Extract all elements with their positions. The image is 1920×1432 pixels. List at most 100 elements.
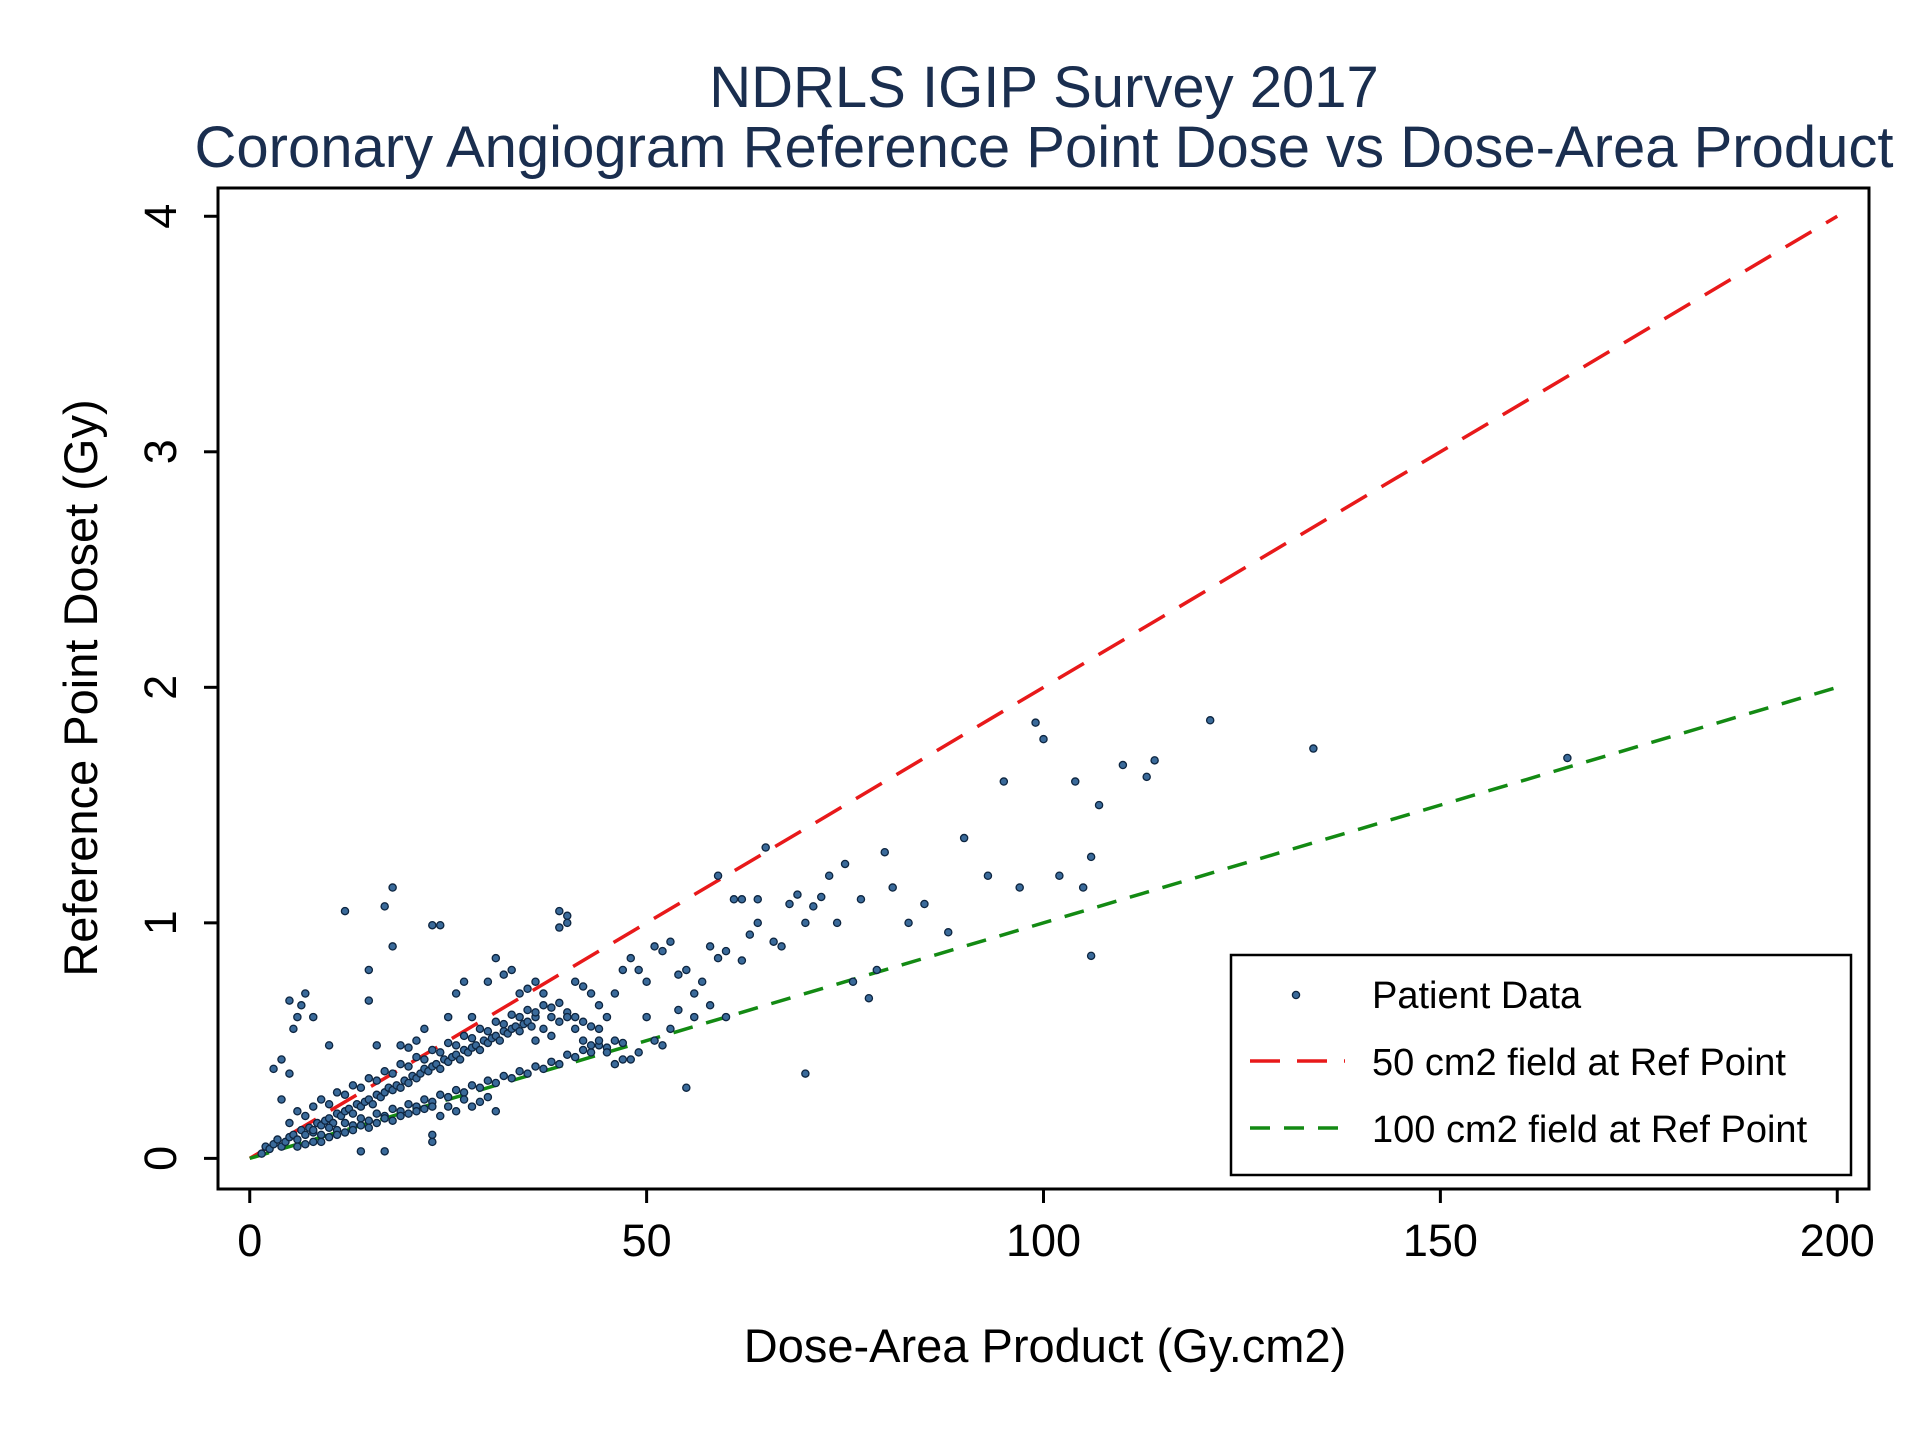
y-tick-label: 4 (135, 204, 186, 229)
data-point (340, 1090, 350, 1100)
data-point (570, 1012, 580, 1022)
data-point (285, 1118, 294, 1128)
data-point (404, 1043, 413, 1052)
data-point (499, 1071, 508, 1081)
y-tick-label: 0 (135, 1146, 186, 1171)
data-point (435, 1111, 445, 1121)
data-point (563, 911, 572, 921)
data-point (634, 965, 643, 975)
data-point (412, 1052, 421, 1062)
data-point (817, 892, 826, 902)
data-point (705, 1001, 715, 1010)
data-point (428, 920, 437, 930)
data-point (285, 996, 294, 1005)
data-point (801, 918, 810, 928)
data-point (435, 920, 445, 930)
data-point (483, 977, 493, 986)
data-point (531, 1008, 540, 1017)
data-point (420, 1104, 429, 1114)
data-point (467, 1034, 477, 1043)
data-point (396, 1059, 405, 1069)
data-point (737, 956, 747, 965)
data-point (793, 890, 802, 899)
data-point (428, 1137, 437, 1147)
data-point (388, 942, 397, 951)
data-point (396, 1083, 405, 1092)
patient-data-points (257, 716, 1572, 1158)
data-point (364, 965, 374, 975)
data-point (1150, 756, 1159, 765)
legend-marker-points (1291, 990, 1301, 1000)
data-point (650, 1036, 659, 1045)
data-point (563, 918, 572, 928)
data-point (257, 1149, 266, 1158)
data-point (1039, 734, 1048, 744)
data-point (594, 1036, 604, 1045)
data-point (697, 977, 707, 986)
data-point (523, 984, 532, 994)
data-point (289, 1024, 298, 1034)
data-point (864, 993, 874, 1003)
data-point (483, 1026, 493, 1036)
data-point (372, 1118, 381, 1128)
data-point (610, 1036, 620, 1045)
data-point (388, 883, 397, 892)
data-point (658, 946, 667, 956)
data-point (428, 1102, 437, 1111)
data-point (531, 1062, 540, 1071)
data-point (713, 953, 723, 963)
data-point (420, 1095, 429, 1104)
data-point (586, 1041, 596, 1050)
data-point (364, 1116, 374, 1125)
chart-title: NDRLS IGIP Survey 2017 (709, 55, 1378, 120)
data-point (388, 1116, 397, 1125)
data-point (396, 1041, 405, 1050)
data-point (527, 1022, 536, 1031)
data-point (729, 895, 739, 904)
data-point (769, 937, 778, 946)
data-point (396, 1111, 405, 1121)
data-point (880, 847, 890, 857)
data-point (435, 1048, 445, 1057)
data-point (388, 1069, 397, 1078)
data-point (1118, 760, 1128, 770)
data-point (1094, 800, 1104, 810)
x-axis: 0 50 100 150 200 (237, 1189, 1875, 1266)
data-point (451, 1107, 461, 1116)
data-point (348, 1125, 358, 1135)
data-point (1205, 716, 1215, 725)
data-point (459, 977, 469, 986)
data-point (888, 883, 897, 892)
y-axis: 0 1 2 3 4 (135, 204, 218, 1171)
data-point (1086, 852, 1096, 862)
data-point (277, 1095, 286, 1104)
data-point (428, 1045, 437, 1055)
data-point (1309, 744, 1318, 753)
data-point (578, 982, 588, 991)
data-point (840, 859, 850, 869)
x-tick-label: 200 (1800, 1215, 1875, 1266)
data-point (539, 1064, 548, 1074)
data-point (666, 1024, 675, 1034)
data-point (269, 1064, 278, 1074)
data-point (920, 899, 929, 909)
data-point (308, 1102, 318, 1111)
data-point (364, 1074, 374, 1083)
data-point (475, 1083, 485, 1092)
data-point (713, 871, 723, 880)
data-point (578, 1045, 588, 1055)
data-point (301, 1139, 310, 1149)
data-point (515, 1026, 524, 1036)
data-point (451, 1041, 461, 1050)
data-point (491, 1107, 501, 1116)
data-point (650, 942, 659, 951)
data-point (586, 1022, 596, 1031)
data-point (586, 1048, 596, 1057)
data-point (340, 1118, 350, 1128)
data-point (610, 989, 620, 998)
data-point (380, 1066, 389, 1076)
data-point (340, 1128, 350, 1137)
data-point (1015, 883, 1024, 892)
x-axis-title: Dose-Area Product (Gy.cm2) (744, 1319, 1346, 1372)
data-point (872, 965, 882, 975)
